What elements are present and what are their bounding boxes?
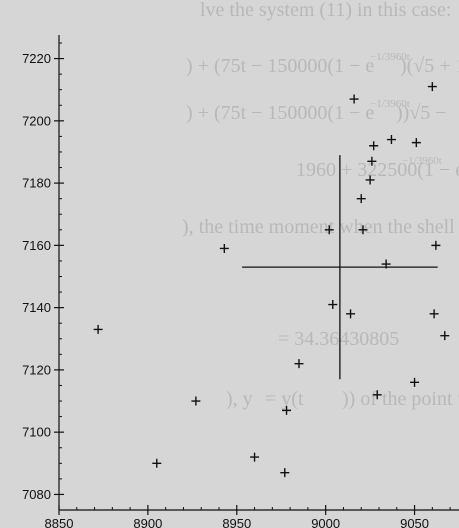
bg-line-6: 1960 + 322500(1 − e — [296, 159, 459, 181]
y-tick-label: 7100 — [22, 425, 51, 440]
bg-line-3: )(√5 + 1 — [400, 55, 459, 77]
y-tick-label: 7080 — [22, 487, 51, 502]
y-tick-label: 7220 — [22, 51, 51, 66]
bg-line-5: ))√5 − — [396, 102, 447, 124]
data-point — [294, 359, 304, 369]
bg-line-4: ) + (75t − 150000(1 − e — [186, 102, 374, 124]
data-point — [381, 259, 391, 269]
data-point — [372, 390, 382, 400]
data-point — [191, 396, 201, 406]
data-point — [386, 135, 396, 145]
bg-line-1: lve the system (11) in this case: — [200, 0, 451, 21]
data-point — [365, 175, 375, 185]
bg-line-7: ), the time moment when the shell falls — [182, 216, 459, 238]
data-point — [367, 156, 377, 166]
data-point — [358, 225, 368, 235]
data-point — [324, 225, 334, 235]
data-point — [219, 243, 229, 253]
x-tick-label: 8950 — [222, 516, 251, 528]
data-points — [93, 82, 450, 478]
data-point — [328, 300, 338, 310]
data-point — [429, 309, 439, 319]
data-point — [369, 141, 379, 151]
data-point — [250, 452, 260, 462]
data-point — [349, 94, 359, 104]
x-tick-label: 8900 — [133, 516, 162, 528]
data-point — [280, 468, 290, 478]
data-point — [427, 82, 437, 92]
axes: 7080 7100 7120 7140 7160 7180 7200 7220 8850 8900… — [22, 35, 459, 528]
bg-superscript-1: −1/3960t — [370, 51, 410, 63]
bg-line-11: )) of the point where the s — [342, 388, 459, 410]
x-tick-label: 9050 — [400, 516, 429, 528]
bg-superscript-3: −1/3960t — [402, 155, 442, 167]
data-point — [410, 377, 420, 387]
data-point — [356, 194, 366, 204]
data-point — [346, 309, 356, 319]
y-tick-label: 7120 — [22, 362, 51, 377]
bg-superscript-2: −1/3960t — [370, 98, 410, 110]
y-tick-label: 7140 — [22, 300, 51, 315]
data-point — [152, 458, 162, 468]
data-point — [93, 324, 103, 334]
data-point — [282, 405, 292, 415]
x-tick-label: 8850 — [45, 516, 74, 528]
y-tick-label: 7200 — [22, 113, 51, 128]
y-tick-label: 7160 — [22, 238, 51, 253]
y-tick-label: 7180 — [22, 176, 51, 191]
data-point — [411, 138, 421, 148]
bg-line-9: ), y — [226, 388, 253, 410]
bg-line-8: = 34.36430805 — [278, 328, 399, 350]
bg-line-2: ) + (75t − 150000(1 − e — [186, 55, 374, 77]
bg-line-10: = y(t — [265, 388, 304, 410]
annotation-bars — [242, 155, 438, 380]
data-point — [431, 240, 441, 250]
x-tick-label: 9000 — [311, 516, 340, 528]
data-point — [440, 331, 450, 341]
